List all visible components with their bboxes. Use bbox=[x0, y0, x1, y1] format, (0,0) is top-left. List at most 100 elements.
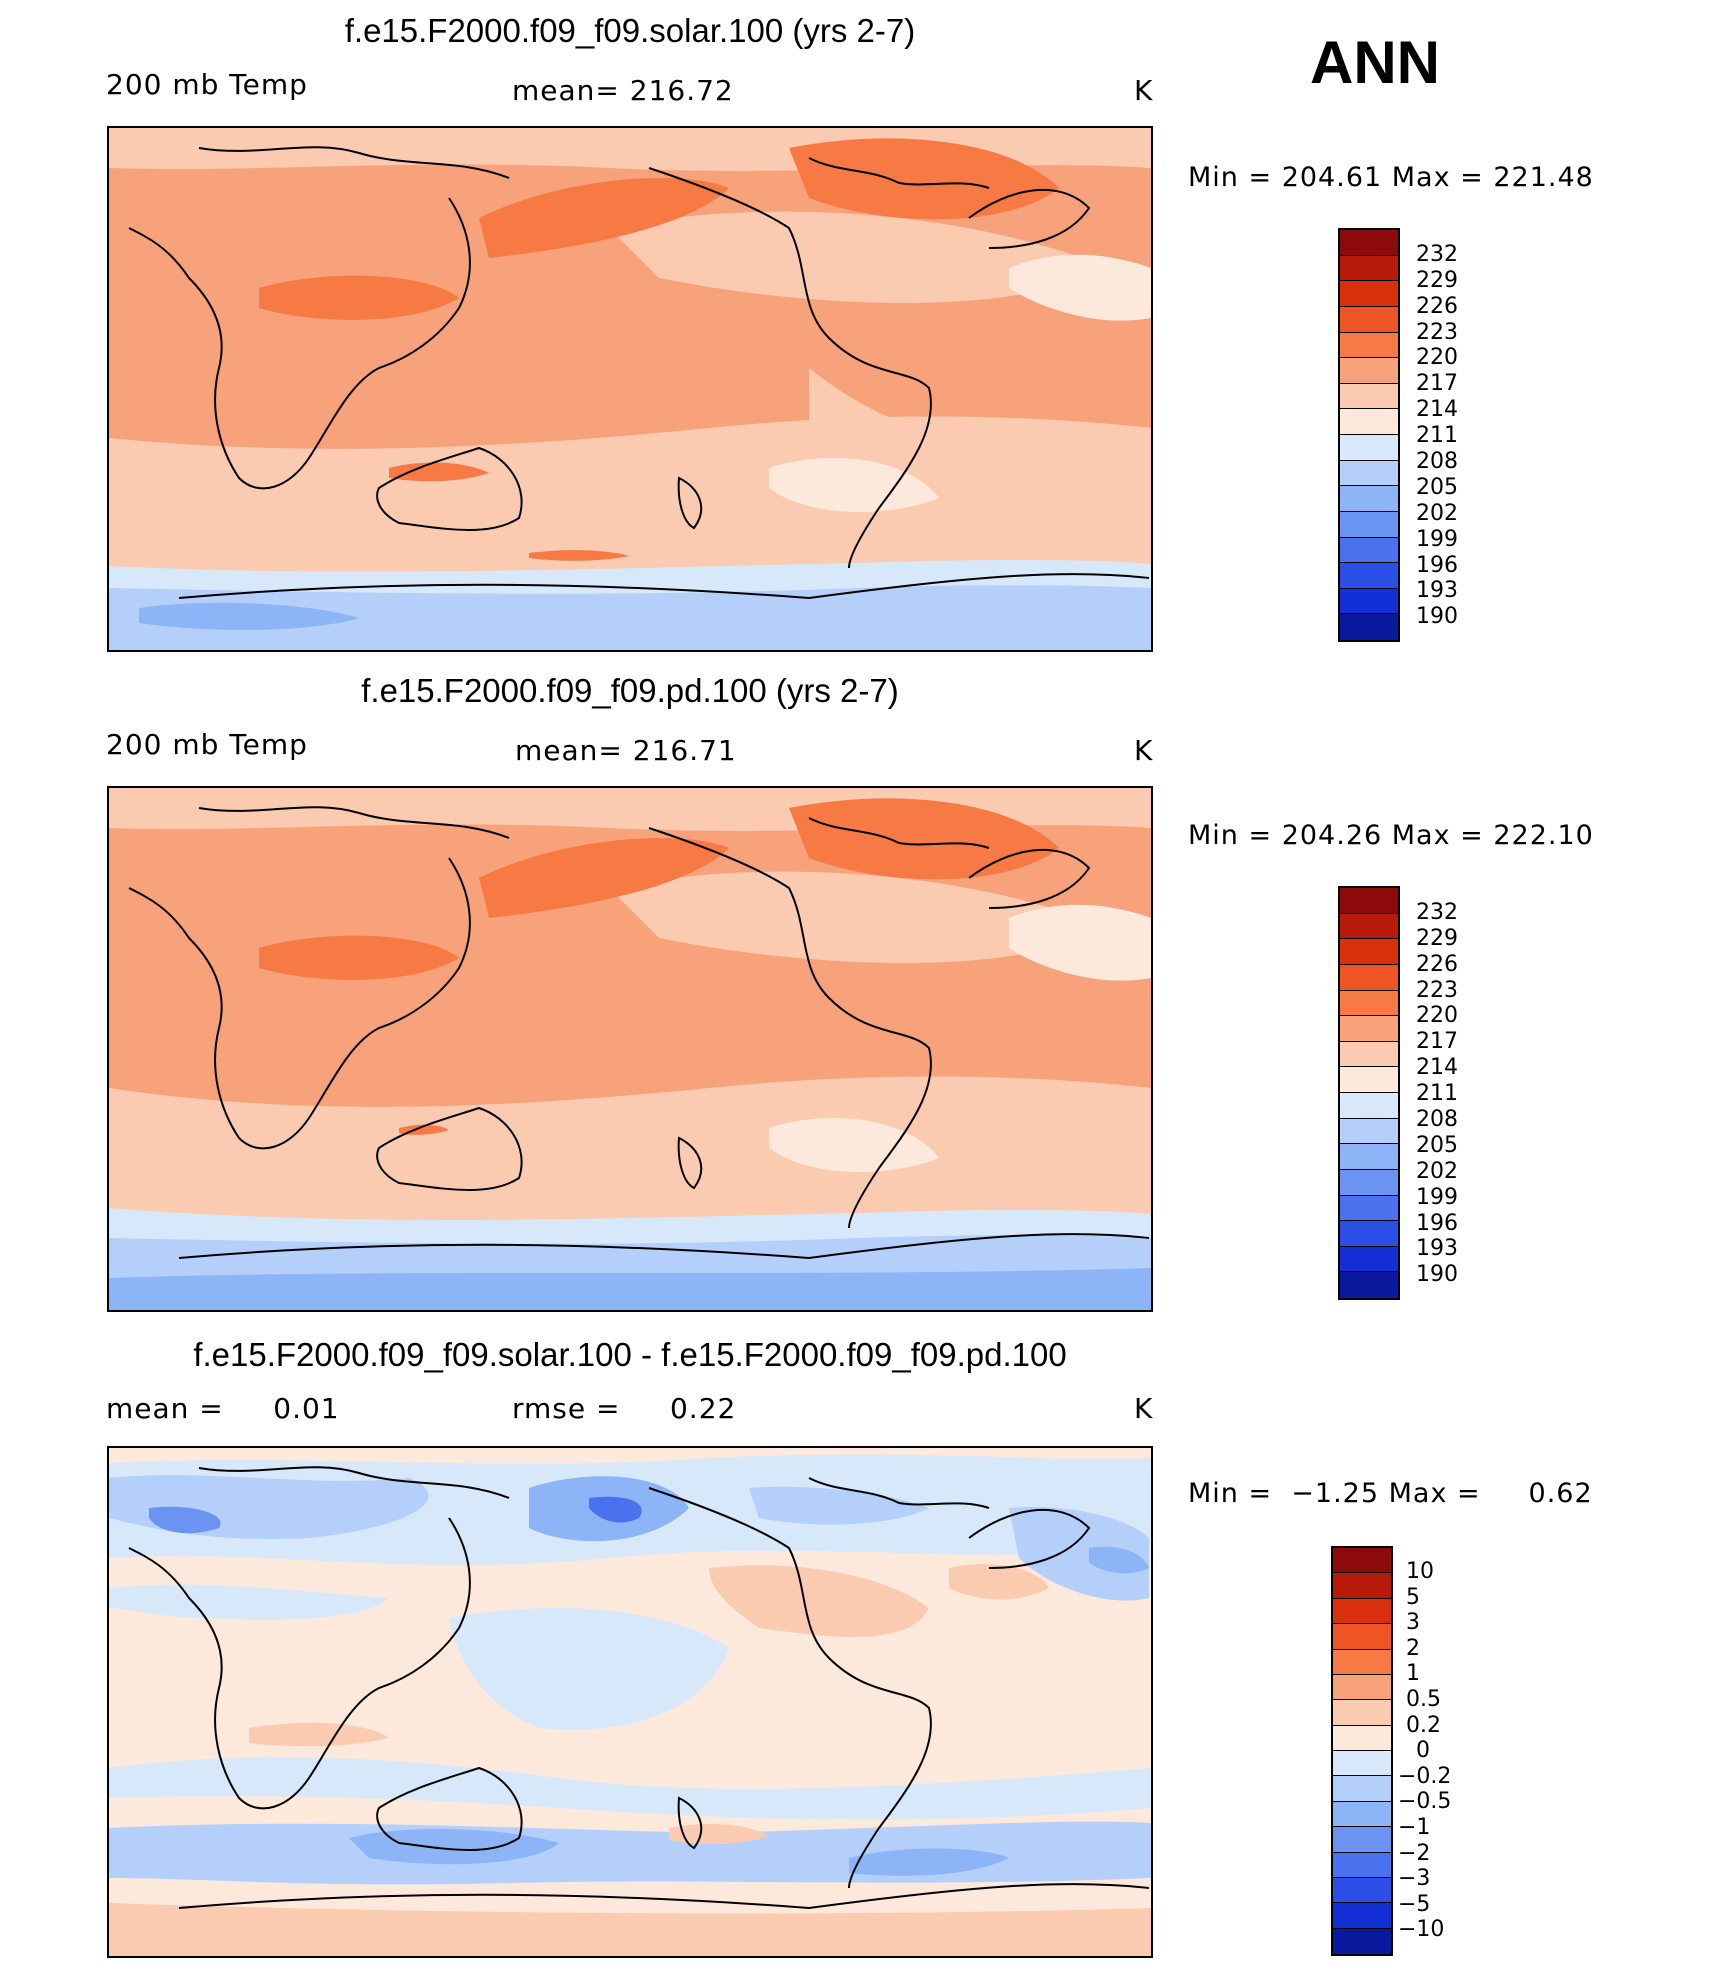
colorbar-tick-label: −3 bbox=[1398, 1866, 1431, 1891]
colorbar-tick-label: 214 bbox=[1416, 1055, 1458, 1080]
colorbar-swatch bbox=[1340, 1272, 1398, 1298]
colorbar-swatch bbox=[1340, 1016, 1398, 1042]
colorbar-tick-label: 5 bbox=[1406, 1585, 1420, 1610]
panel-2-minmax: Min = 204.26 Max = 222.10 bbox=[1188, 820, 1594, 851]
panel-3-mean-label: mean = 0.01 bbox=[106, 1392, 340, 1425]
colorbar-tick-label: 208 bbox=[1416, 1107, 1458, 1132]
colorbar-tick-label: 193 bbox=[1416, 578, 1458, 603]
colorbar-swatch bbox=[1340, 990, 1398, 1017]
colorbar-swatch bbox=[1340, 1221, 1398, 1247]
panel-1-colorbar bbox=[1338, 228, 1400, 642]
colorbar-swatch bbox=[1333, 1776, 1391, 1802]
panel-3-map bbox=[107, 1446, 1153, 1958]
colorbar-tick-label: −2 bbox=[1398, 1841, 1431, 1866]
colorbar-swatch bbox=[1333, 1877, 1391, 1904]
colorbar-tick-label: 208 bbox=[1416, 449, 1458, 474]
colorbar-tick-label: 217 bbox=[1416, 371, 1458, 396]
colorbar-swatch bbox=[1340, 1093, 1398, 1119]
colorbar-swatch bbox=[1340, 537, 1398, 564]
panel-3-title: f.e15.F2000.f09_f09.solar.100 - f.e15.F2… bbox=[193, 1336, 1067, 1373]
panel-3-units: K bbox=[1134, 1392, 1154, 1425]
panel-1-contour-field bbox=[109, 128, 1151, 650]
colorbar-swatch bbox=[1333, 1624, 1391, 1650]
panel-2-colorbar bbox=[1338, 886, 1400, 1300]
colorbar-tick-label: 196 bbox=[1416, 553, 1458, 578]
colorbar-swatch bbox=[1333, 1548, 1391, 1574]
colorbar-swatch bbox=[1333, 1725, 1391, 1751]
colorbar-tick-label: 199 bbox=[1416, 527, 1458, 552]
colorbar-tick-label: 211 bbox=[1416, 423, 1458, 448]
colorbar-tick-label: 217 bbox=[1416, 1029, 1458, 1054]
colorbar-swatch bbox=[1340, 888, 1398, 914]
colorbar-swatch bbox=[1340, 255, 1398, 282]
colorbar-swatch bbox=[1333, 1700, 1391, 1726]
colorbar-tick-label: 211 bbox=[1416, 1081, 1458, 1106]
colorbar-tick-label: −10 bbox=[1398, 1917, 1445, 1942]
colorbar-tick-label: −0.5 bbox=[1398, 1789, 1452, 1814]
colorbar-swatch bbox=[1340, 913, 1398, 940]
panel-2-variable-label: 200 mb Temp bbox=[106, 728, 308, 761]
colorbar-tick-label: 232 bbox=[1416, 242, 1458, 267]
colorbar-tick-label: 3 bbox=[1406, 1610, 1420, 1635]
colorbar-swatch bbox=[1340, 1169, 1398, 1196]
colorbar-swatch bbox=[1333, 1852, 1391, 1878]
colorbar-swatch bbox=[1340, 486, 1398, 512]
colorbar-swatch bbox=[1333, 1598, 1391, 1625]
colorbar-tick-label: 190 bbox=[1416, 1262, 1458, 1287]
colorbar-tick-label: 10 bbox=[1406, 1559, 1434, 1584]
colorbar-swatch bbox=[1340, 939, 1398, 965]
colorbar-tick-label: 205 bbox=[1416, 1133, 1458, 1158]
colorbar-swatch bbox=[1340, 435, 1398, 461]
colorbar-swatch bbox=[1340, 1195, 1398, 1222]
colorbar-swatch bbox=[1340, 511, 1398, 538]
colorbar-swatch bbox=[1333, 1674, 1391, 1701]
colorbar-swatch bbox=[1340, 1118, 1398, 1145]
colorbar-swatch bbox=[1340, 230, 1398, 256]
colorbar-swatch bbox=[1333, 1827, 1391, 1853]
colorbar-tick-label: 0 bbox=[1416, 1738, 1430, 1763]
colorbar-swatch bbox=[1340, 1246, 1398, 1273]
colorbar-swatch bbox=[1333, 1903, 1391, 1929]
panel-3-minmax: Min = −1.25 Max = 0.62 bbox=[1188, 1478, 1593, 1509]
colorbar-tick-label: 226 bbox=[1416, 294, 1458, 319]
colorbar-tick-label: 193 bbox=[1416, 1236, 1458, 1261]
panel-3-colorbar bbox=[1331, 1546, 1393, 1956]
colorbar-swatch bbox=[1340, 1041, 1398, 1068]
colorbar-tick-label: 220 bbox=[1416, 1003, 1458, 1028]
panel-1-colorbar-segments bbox=[1340, 230, 1398, 640]
colorbar-swatch bbox=[1340, 1144, 1398, 1170]
colorbar-tick-label: 0.2 bbox=[1406, 1713, 1441, 1738]
colorbar-swatch bbox=[1340, 306, 1398, 333]
panel-3-colorbar-segments bbox=[1333, 1548, 1391, 1954]
colorbar-tick-label: 214 bbox=[1416, 397, 1458, 422]
colorbar-tick-label: 0.5 bbox=[1406, 1687, 1441, 1712]
panel-2-mean-label: mean= 216.71 bbox=[515, 734, 737, 767]
colorbar-tick-label: 229 bbox=[1416, 268, 1458, 293]
colorbar-tick-label: 229 bbox=[1416, 926, 1458, 951]
colorbar-tick-label: 202 bbox=[1416, 501, 1458, 526]
panel-2-contour-field bbox=[109, 788, 1151, 1310]
colorbar-swatch bbox=[1340, 460, 1398, 487]
panel-1-mean-label: mean= 216.72 bbox=[512, 74, 734, 107]
colorbar-tick-label: −0.2 bbox=[1398, 1764, 1452, 1789]
colorbar-swatch bbox=[1340, 1067, 1398, 1093]
colorbar-swatch bbox=[1340, 358, 1398, 384]
colorbar-tick-label: 202 bbox=[1416, 1159, 1458, 1184]
colorbar-tick-label: 2 bbox=[1406, 1636, 1420, 1661]
panel-1-units: K bbox=[1134, 74, 1154, 107]
panel-1-variable-label: 200 mb Temp bbox=[106, 68, 308, 101]
panel-1-map bbox=[107, 126, 1153, 652]
colorbar-swatch bbox=[1340, 588, 1398, 615]
season-label: ANN bbox=[1310, 29, 1440, 96]
colorbar-swatch bbox=[1340, 563, 1398, 589]
colorbar-swatch bbox=[1333, 1928, 1391, 1954]
colorbar-swatch bbox=[1340, 383, 1398, 410]
colorbar-tick-label: 1 bbox=[1406, 1661, 1420, 1686]
colorbar-tick-label: 223 bbox=[1416, 320, 1458, 345]
colorbar-swatch bbox=[1340, 281, 1398, 307]
panel-2-colorbar-segments bbox=[1340, 888, 1398, 1298]
colorbar-tick-label: 196 bbox=[1416, 1211, 1458, 1236]
colorbar-swatch bbox=[1333, 1649, 1391, 1675]
colorbar-tick-label: −5 bbox=[1398, 1892, 1431, 1917]
colorbar-tick-label: 223 bbox=[1416, 978, 1458, 1003]
